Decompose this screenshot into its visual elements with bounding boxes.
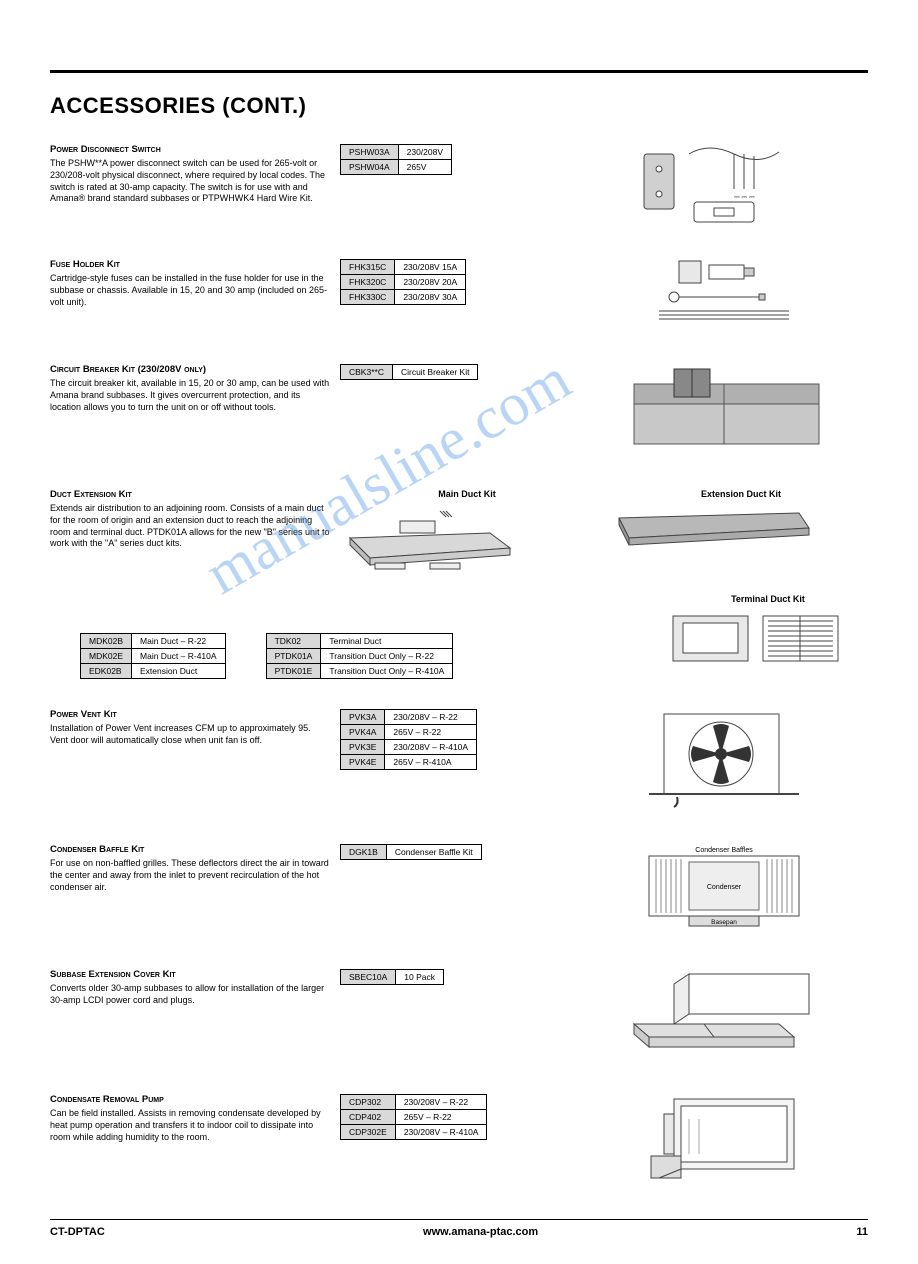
footer-left: CT-DPTAC [50, 1226, 105, 1238]
heading-subbase-extension: Subbase Extension Cover Kit [50, 969, 330, 981]
label-terminal-duct: Terminal Duct Kit [668, 594, 868, 604]
table-condensate-pump: CDP302230/208V – R-22 CDP402265V – R-22 … [340, 1094, 487, 1140]
illustration-main-duct [340, 503, 520, 573]
top-rule [50, 70, 868, 73]
body-fuse-holder: Cartridge-style fuses can be installed i… [50, 273, 330, 308]
section-circuit-breaker: Circuit Breaker Kit (230/208V only) The … [50, 364, 868, 459]
page-title: ACCESSORIES (CONT.) [50, 93, 868, 119]
illustration-power-disconnect: ⎓ ⎓ ⎓ [580, 144, 868, 229]
table-circuit-breaker: CBK3**CCircuit Breaker Kit [340, 364, 478, 380]
body-circuit-breaker: The circuit breaker kit, available in 15… [50, 378, 330, 413]
section-power-vent: Power Vent Kit Installation of Power Ven… [50, 709, 868, 814]
svg-text:Basepan: Basepan [711, 919, 737, 926]
illustration-condensate-pump [580, 1094, 868, 1189]
illustration-power-vent [580, 709, 868, 814]
body-power-vent: Installation of Power Vent increases CFM… [50, 723, 330, 746]
heading-power-disconnect: Power Disconnect Switch [50, 144, 330, 156]
illustration-circuit-breaker [580, 364, 868, 459]
svg-text:Condenser: Condenser [707, 884, 742, 891]
section-duct-extension: Duct Extension Kit Extends air distribut… [50, 489, 868, 679]
body-condenser-baffle: For use on non-baffled grilles. These de… [50, 858, 330, 893]
illustration-subbase-extension [580, 969, 868, 1064]
label-extension-duct: Extension Duct Kit [614, 489, 868, 499]
svg-text:⎓ ⎓ ⎓: ⎓ ⎓ ⎓ [734, 194, 755, 201]
body-condensate-pump: Can be field installed. Assists in remov… [50, 1108, 330, 1143]
heading-circuit-breaker: Circuit Breaker Kit (230/208V only) [50, 364, 330, 376]
section-condenser-baffle: Condenser Baffle Kit For use on non-baff… [50, 844, 868, 939]
illustration-extension-duct [614, 503, 814, 553]
heading-condensate-pump: Condensate Removal Pump [50, 1094, 330, 1106]
label-main-duct: Main Duct Kit [340, 489, 594, 499]
page-footer: CT-DPTAC www.amana-ptac.com 11 [50, 1219, 868, 1244]
svg-text:Condenser Baffles: Condenser Baffles [695, 847, 753, 854]
table-duct-right: TDK02Terminal Duct PTDK01ATransition Duc… [266, 633, 454, 679]
footer-right: 11 [856, 1226, 868, 1238]
footer-center: www.amana-ptac.com [423, 1226, 538, 1238]
table-power-vent: PVK3A230/208V – R-22 PVK4A265V – R-22 PV… [340, 709, 477, 770]
section-power-disconnect: Power Disconnect Switch The PSHW**A powe… [50, 144, 868, 229]
illustration-fuse-holder [580, 259, 868, 334]
section-fuse-holder: Fuse Holder Kit Cartridge-style fuses ca… [50, 259, 868, 334]
illustration-condenser-baffle: Condenser Baffles Condenser Basepan [580, 844, 868, 939]
body-power-disconnect: The PSHW**A power disconnect switch can … [50, 158, 330, 205]
body-subbase-extension: Converts older 30-amp subbases to allow … [50, 983, 330, 1006]
section-subbase-extension: Subbase Extension Cover Kit Converts old… [50, 969, 868, 1064]
body-duct-extension: Extends air distribution to an adjoining… [50, 503, 330, 550]
table-subbase-extension: SBEC10A10 Pack [340, 969, 444, 985]
heading-fuse-holder: Fuse Holder Kit [50, 259, 330, 271]
table-condenser-baffle: DGK1BCondenser Baffle Kit [340, 844, 482, 860]
heading-power-vent: Power Vent Kit [50, 709, 330, 721]
section-condensate-pump: Condensate Removal Pump Can be field ins… [50, 1094, 868, 1189]
table-duct-left: MDK02BMain Duct – R-22 MDK02EMain Duct –… [80, 633, 226, 679]
heading-condenser-baffle: Condenser Baffle Kit [50, 844, 330, 856]
table-fuse-holder: FHK315C230/208V 15A FHK320C230/208V 20A … [340, 259, 466, 305]
heading-duct-extension: Duct Extension Kit [50, 489, 330, 501]
table-power-disconnect: PSHW03A230/208V PSHW04A265V [340, 144, 452, 175]
